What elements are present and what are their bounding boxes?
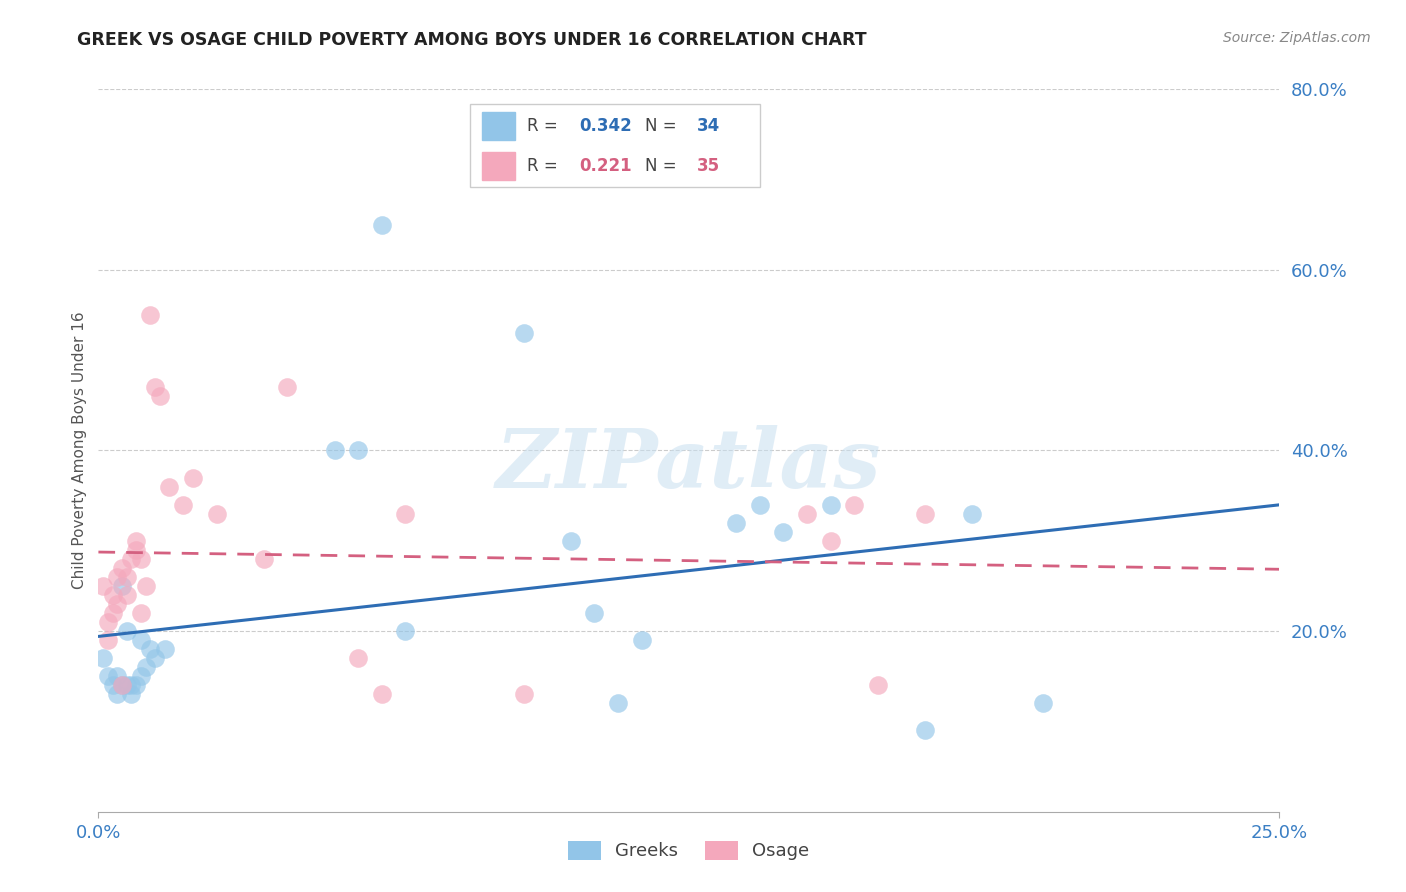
Point (97, 615, 120, 629)
Text: R =: R = (527, 157, 564, 175)
Y-axis label: Child Poverty Among Boys Under 16: Child Poverty Among Boys Under 16 (72, 311, 87, 590)
Point (512, 687, 534, 701)
Point (914, 507, 936, 521)
FancyBboxPatch shape (482, 152, 516, 179)
Point (91, 579, 114, 593)
Point (135, 579, 157, 593)
Point (97, 669, 120, 683)
Point (101, 606, 124, 620)
Point (121, 687, 143, 701)
Point (135, 660, 157, 674)
Point (347, 651, 370, 665)
Point (111, 579, 134, 593)
Point (866, 678, 889, 692)
Point (125, 678, 148, 692)
Point (512, 326, 534, 340)
Legend: Greeks, Osage: Greeks, Osage (561, 834, 817, 868)
Point (115, 570, 138, 584)
Point (844, 498, 866, 512)
Text: 0.221: 0.221 (579, 157, 631, 175)
Point (560, 533, 582, 548)
Point (820, 533, 842, 548)
Point (115, 588, 138, 602)
Point (276, 380, 298, 394)
Text: N =: N = (645, 157, 682, 175)
Point (115, 624, 138, 639)
Point (105, 669, 128, 683)
FancyBboxPatch shape (471, 103, 759, 186)
Point (323, 443, 346, 458)
Point (139, 308, 162, 322)
Point (796, 507, 818, 521)
Point (101, 588, 124, 602)
Point (153, 642, 176, 657)
Point (91, 651, 114, 665)
Point (121, 551, 143, 566)
Text: ZIPatlas: ZIPatlas (496, 425, 882, 505)
Point (129, 551, 152, 566)
Text: GREEK VS OSAGE CHILD POVERTY AMONG BOYS UNDER 16 CORRELATION CHART: GREEK VS OSAGE CHILD POVERTY AMONG BOYS … (77, 31, 868, 49)
Text: 0.342: 0.342 (579, 117, 631, 135)
Point (914, 723, 936, 738)
Text: 34: 34 (697, 117, 720, 135)
Point (748, 498, 770, 512)
Point (820, 498, 842, 512)
Point (97, 633, 120, 648)
Point (607, 697, 630, 711)
Point (111, 678, 134, 692)
Point (143, 651, 166, 665)
Point (630, 633, 652, 648)
Point (772, 524, 794, 539)
Point (371, 687, 394, 701)
Point (111, 678, 134, 692)
Point (394, 624, 416, 639)
Text: N =: N = (645, 117, 682, 135)
Point (129, 633, 152, 648)
Point (143, 380, 166, 394)
Point (181, 470, 204, 484)
Point (149, 389, 172, 403)
Text: R =: R = (527, 117, 564, 135)
Text: Source: ZipAtlas.com: Source: ZipAtlas.com (1223, 31, 1371, 45)
Point (394, 507, 416, 521)
Point (129, 669, 152, 683)
Point (157, 480, 180, 494)
Point (1032, 697, 1054, 711)
Point (253, 551, 276, 566)
Point (725, 516, 748, 530)
Point (125, 542, 148, 557)
Point (962, 507, 984, 521)
Point (121, 678, 143, 692)
Point (105, 597, 128, 611)
Point (101, 678, 124, 692)
Point (105, 570, 128, 584)
Point (129, 606, 152, 620)
Point (105, 687, 128, 701)
Point (172, 498, 194, 512)
Point (371, 218, 394, 232)
Point (115, 678, 138, 692)
Point (111, 561, 134, 575)
Point (583, 606, 606, 620)
Point (139, 642, 162, 657)
Point (205, 507, 228, 521)
FancyBboxPatch shape (482, 112, 516, 140)
Point (347, 443, 370, 458)
Text: 35: 35 (697, 157, 720, 175)
Point (125, 533, 148, 548)
